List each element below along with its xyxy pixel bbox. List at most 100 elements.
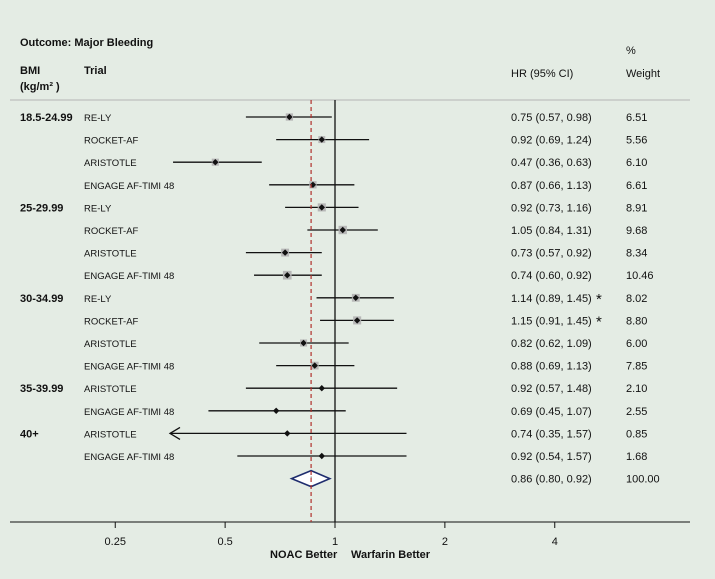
hr-ci-value: 0.82 (0.62, 1.09) [511, 338, 592, 350]
trial-label: ENGAGE AF-TIMI 48 [84, 452, 174, 463]
bmi-unit-header: (kg/m² ) [20, 81, 60, 93]
point-estimate [353, 317, 361, 324]
trial-label: ARISTOTLE [84, 339, 137, 350]
overall-hr-ci: 0.86 (0.80, 0.92) [511, 474, 592, 486]
weight-value: 8.34 [626, 248, 647, 260]
weight-value: 10.46 [626, 270, 654, 282]
forest-row: 30-34.99 RE-LY 1.14 (0.89, 1.45) * 8.02 [20, 291, 647, 308]
point-estimate [212, 159, 219, 166]
bmi-header: BMI [20, 65, 40, 77]
hr-ci-value: 0.92 (0.73, 1.16) [511, 202, 592, 214]
weight-value: 2.10 [626, 383, 647, 395]
hr-ci-value: 0.74 (0.35, 1.57) [511, 428, 592, 440]
trial-label: ARISTOTLE [84, 158, 137, 169]
weight-percent-header: % [626, 45, 636, 57]
axis-layer: 0.25 0.5 1 2 4 [105, 100, 558, 548]
trial-label: ROCKET-AF [84, 136, 139, 147]
forest-row: ARISTOTLE 0.82 (0.62, 1.09) 6.00 [84, 338, 647, 350]
trial-label: ARISTOTLE [84, 384, 137, 395]
forest-row: 25-29.99 RE-LY 0.92 (0.73, 1.16) 8.91 [20, 202, 647, 214]
trial-label: ENGAGE AF-TIMI 48 [84, 407, 174, 418]
x-tick-label: 4 [552, 536, 558, 548]
forest-row: ROCKET-AF 0.92 (0.69, 1.24) 5.56 [84, 135, 647, 147]
point-estimate [311, 362, 318, 369]
x-tick-label: 0.25 [105, 536, 126, 548]
point-estimate [284, 430, 291, 437]
hr-ci-value: 0.47 (0.36, 0.63) [511, 157, 592, 169]
overall-row: I0.86 (0.80, 0.92)100.00 [289, 469, 660, 488]
weight-value: 8.80 [626, 315, 647, 327]
trial-label: RE-LY [84, 294, 112, 305]
significance-mark: * [596, 313, 602, 330]
point-estimate [339, 226, 346, 234]
weight-value: 6.61 [626, 180, 647, 192]
forest-row: ENGAGE AF-TIMI 48 0.69 (0.45, 1.07) 2.55 [84, 406, 647, 418]
noac-better-label: NOAC Better [270, 549, 338, 561]
hr-ci-value: 0.92 (0.54, 1.57) [511, 451, 592, 463]
point-estimate [318, 385, 325, 392]
weight-value: 2.55 [626, 406, 647, 418]
weight-value: 0.85 [626, 428, 647, 440]
point-estimate [352, 294, 359, 301]
point-estimate [286, 113, 293, 121]
hr-ci-value: 0.87 (0.66, 1.13) [511, 180, 592, 192]
weight-value: 7.85 [626, 361, 647, 373]
weight-value: 1.68 [626, 451, 647, 463]
weight-value: 5.56 [626, 135, 647, 147]
weight-value: 8.02 [626, 293, 647, 305]
warfarin-better-label: Warfarin Better [351, 549, 431, 561]
trial-header: Trial [84, 65, 107, 77]
rows-layer: 18.5-24.99 RE-LY 0.75 (0.57, 0.98) 6.51 ROCK… [20, 112, 660, 488]
hr-ci-value: 0.74 (0.60, 0.92) [511, 270, 592, 282]
hr-ci-value: 1.05 (0.84, 1.31) [511, 225, 592, 237]
forest-row: ARISTOTLE 0.47 (0.36, 0.63) 6.10 [84, 157, 647, 169]
hr-ci-value: 0.69 (0.45, 1.07) [511, 406, 592, 418]
forest-row: ROCKET-AF 1.15 (0.91, 1.45) * 8.80 [84, 313, 647, 330]
forest-row: ENGAGE AF-TIMI 48 0.88 (0.69, 1.13) 7.85 [84, 361, 647, 373]
forest-row: 18.5-24.99 RE-LY 0.75 (0.57, 0.98) 6.51 [20, 112, 647, 124]
forest-row: ENGAGE AF-TIMI 48 0.92 (0.54, 1.57) 1.68 [84, 451, 647, 463]
forest-row: ARISTOTLE 0.73 (0.57, 0.92) 8.34 [84, 248, 647, 260]
weight-value: 6.10 [626, 157, 647, 169]
trial-label: RE-LY [84, 203, 112, 214]
weight-value: 8.91 [626, 202, 647, 214]
outcome-label: Outcome: Major Bleeding [20, 37, 153, 49]
forest-row: ENGAGE AF-TIMI 48 0.74 (0.60, 0.92) 10.46 [84, 270, 654, 282]
forest-row: ENGAGE AF-TIMI 48 0.87 (0.66, 1.13) 6.61 [84, 180, 647, 192]
point-estimate [300, 339, 307, 347]
hr-ci-value: 1.15 (0.91, 1.45) [511, 315, 592, 327]
hr-ci-value: 0.92 (0.57, 1.48) [511, 383, 592, 395]
point-estimate [284, 272, 291, 279]
trial-label: ARISTOTLE [84, 429, 137, 440]
trial-label: ARISTOTLE [84, 249, 137, 260]
weight-value: 6.00 [626, 338, 647, 350]
trial-label: ENGAGE AF-TIMI 48 [84, 362, 174, 373]
group-label: 18.5-24.99 [20, 112, 73, 124]
trial-label: RE-LY [84, 113, 112, 124]
point-estimate [272, 407, 280, 414]
ci-arrow-left [168, 426, 181, 440]
x-tick-label: 1 [332, 536, 338, 548]
hr-ci-header: HR (95% CI) [511, 68, 573, 80]
group-label: 40+ [20, 428, 39, 440]
trial-label: ROCKET-AF [84, 316, 139, 327]
trial-label: ENGAGE AF-TIMI 48 [84, 181, 174, 192]
trial-label: ENGAGE AF-TIMI 48 [84, 271, 174, 282]
forest-row: 35-39.99 ARISTOTLE 0.92 (0.57, 1.48) 2.10 [20, 383, 647, 395]
group-label: 25-29.99 [20, 202, 63, 214]
weight-header: Weight [626, 68, 660, 80]
hr-ci-value: 0.73 (0.57, 0.92) [511, 248, 592, 260]
group-label: 30-34.99 [20, 293, 63, 305]
forest-row: ROCKET-AF 1.05 (0.84, 1.31) 9.68 [84, 225, 647, 237]
point-estimate [318, 204, 325, 211]
hr-ci-value: 0.75 (0.57, 0.98) [511, 112, 592, 124]
significance-mark: * [596, 291, 602, 308]
overall-weight: 100.00 [626, 474, 660, 486]
group-label: 35-39.99 [20, 383, 63, 395]
hr-ci-value: 1.14 (0.89, 1.45) [511, 293, 592, 305]
forest-row: 40+ ARISTOTLE 0.74 (0.35, 1.57) 0.85 [20, 426, 647, 440]
hr-ci-value: 0.88 (0.69, 1.13) [511, 361, 592, 373]
trial-label: ROCKET-AF [84, 226, 139, 237]
